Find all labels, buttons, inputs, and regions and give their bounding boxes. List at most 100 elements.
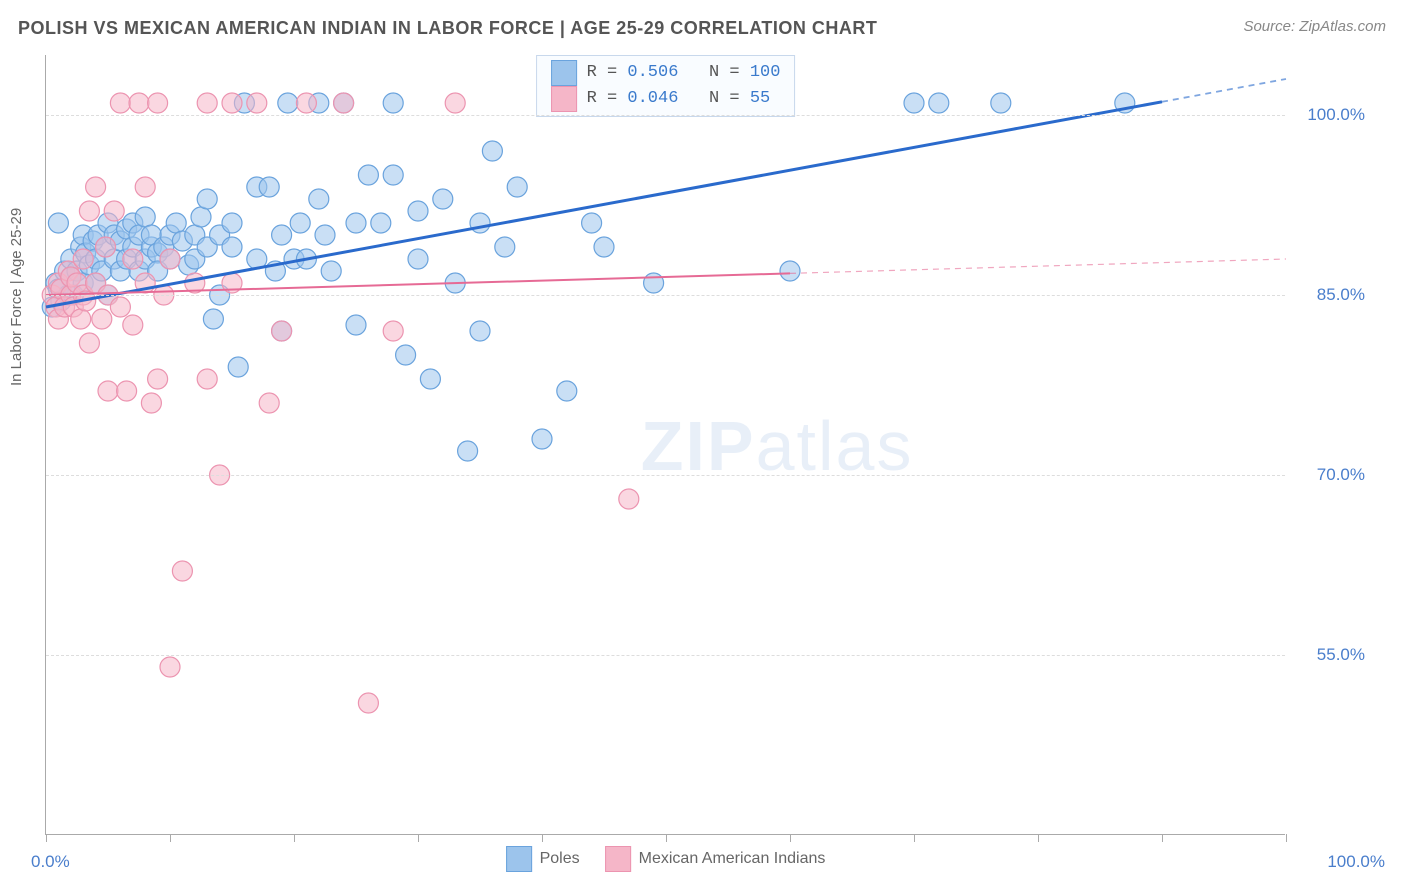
scatter-point	[104, 201, 124, 221]
x-tick	[790, 834, 791, 842]
scatter-point	[383, 93, 403, 113]
scatter-point	[135, 207, 155, 227]
scatter-point	[141, 393, 161, 413]
scatter-point	[148, 93, 168, 113]
y-axis-label: In Labor Force | Age 25-29	[8, 208, 25, 386]
x-tick	[1162, 834, 1163, 842]
scatter-point	[278, 93, 298, 113]
scatter-point	[160, 249, 180, 269]
scatter-point	[259, 393, 279, 413]
y-tick-label: 85.0%	[1295, 285, 1365, 305]
y-tick-label: 100.0%	[1295, 105, 1365, 125]
scatter-point	[309, 189, 329, 209]
scatter-point	[290, 213, 310, 233]
scatter-point	[203, 309, 223, 329]
scatter-point	[458, 441, 478, 461]
scatter-point	[259, 177, 279, 197]
scatter-point	[991, 93, 1011, 113]
legend-swatch	[506, 846, 532, 872]
scatter-point	[619, 489, 639, 509]
x-axis-min-label: 0.0%	[31, 852, 70, 872]
scatter-point	[507, 177, 527, 197]
scatter-point	[117, 381, 137, 401]
scatter-point	[172, 561, 192, 581]
stats-text: R = 0.046 N = 55	[587, 86, 771, 112]
scatter-point	[98, 381, 118, 401]
scatter-point	[780, 261, 800, 281]
gridline-h	[46, 295, 1285, 296]
scatter-point	[315, 225, 335, 245]
scatter-point	[470, 321, 490, 341]
scatter-point	[904, 93, 924, 113]
scatter-point	[247, 93, 267, 113]
scatter-point	[383, 321, 403, 341]
scatter-point	[160, 657, 180, 677]
x-tick	[666, 834, 667, 842]
scatter-point	[358, 693, 378, 713]
scatter-point	[123, 249, 143, 269]
scatter-point	[222, 213, 242, 233]
scatter-point	[123, 315, 143, 335]
scatter-point	[383, 165, 403, 185]
scatter-point	[86, 177, 106, 197]
scatter-point	[71, 309, 91, 329]
legend-label: Poles	[540, 850, 580, 868]
scatter-point	[135, 177, 155, 197]
x-tick	[1286, 834, 1287, 842]
scatter-point	[222, 93, 242, 113]
scatter-point	[346, 315, 366, 335]
chart-title: POLISH VS MEXICAN AMERICAN INDIAN IN LAB…	[18, 18, 877, 39]
scatter-point	[396, 345, 416, 365]
scatter-point	[594, 237, 614, 257]
scatter-point	[358, 165, 378, 185]
scatter-point	[482, 141, 502, 161]
scatter-point	[197, 189, 217, 209]
gridline-h	[46, 655, 1285, 656]
stats-text: R = 0.506 N = 100	[587, 60, 781, 86]
x-tick	[46, 834, 47, 842]
scatter-point	[79, 333, 99, 353]
legend-item: Poles	[506, 846, 580, 872]
scatter-point	[197, 93, 217, 113]
scatter-point	[110, 297, 130, 317]
scatter-point	[79, 201, 99, 221]
scatter-point	[371, 213, 391, 233]
correlation-stats-box: R = 0.506 N = 100R = 0.046 N = 55	[536, 55, 796, 117]
source-attribution: Source: ZipAtlas.com	[1243, 18, 1386, 35]
legend-swatch	[605, 846, 631, 872]
scatter-point	[166, 213, 186, 233]
scatter-point	[334, 93, 354, 113]
y-tick-label: 70.0%	[1295, 465, 1365, 485]
scatter-point	[96, 237, 116, 257]
chart-area: ZIPatlas R = 0.506 N = 100R = 0.046 N = …	[45, 55, 1285, 835]
scatter-point	[48, 213, 68, 233]
scatter-point	[408, 201, 428, 221]
scatter-point	[197, 369, 217, 389]
scatter-point	[73, 249, 93, 269]
legend-swatch	[551, 60, 577, 86]
scatter-point	[272, 321, 292, 341]
legend-bottom: Poles Mexican American Indians	[506, 846, 826, 872]
x-tick	[1038, 834, 1039, 842]
x-tick	[418, 834, 419, 842]
scatter-point	[191, 207, 211, 227]
regression-line-dashed	[1162, 79, 1286, 102]
gridline-h	[46, 115, 1285, 116]
scatter-point	[532, 429, 552, 449]
legend-item: Mexican American Indians	[605, 846, 826, 872]
scatter-point	[420, 369, 440, 389]
stats-row: R = 0.046 N = 55	[551, 86, 781, 112]
x-tick	[914, 834, 915, 842]
regression-line-dashed	[790, 259, 1286, 273]
x-tick	[542, 834, 543, 842]
scatter-point	[433, 189, 453, 209]
scatter-point	[228, 357, 248, 377]
x-axis-max-label: 100.0%	[1327, 852, 1385, 872]
scatter-point	[557, 381, 577, 401]
scatter-point	[110, 93, 130, 113]
scatter-point	[408, 249, 428, 269]
y-tick-label: 55.0%	[1295, 645, 1365, 665]
scatter-point	[129, 93, 149, 113]
gridline-h	[46, 475, 1285, 476]
scatter-point	[148, 369, 168, 389]
